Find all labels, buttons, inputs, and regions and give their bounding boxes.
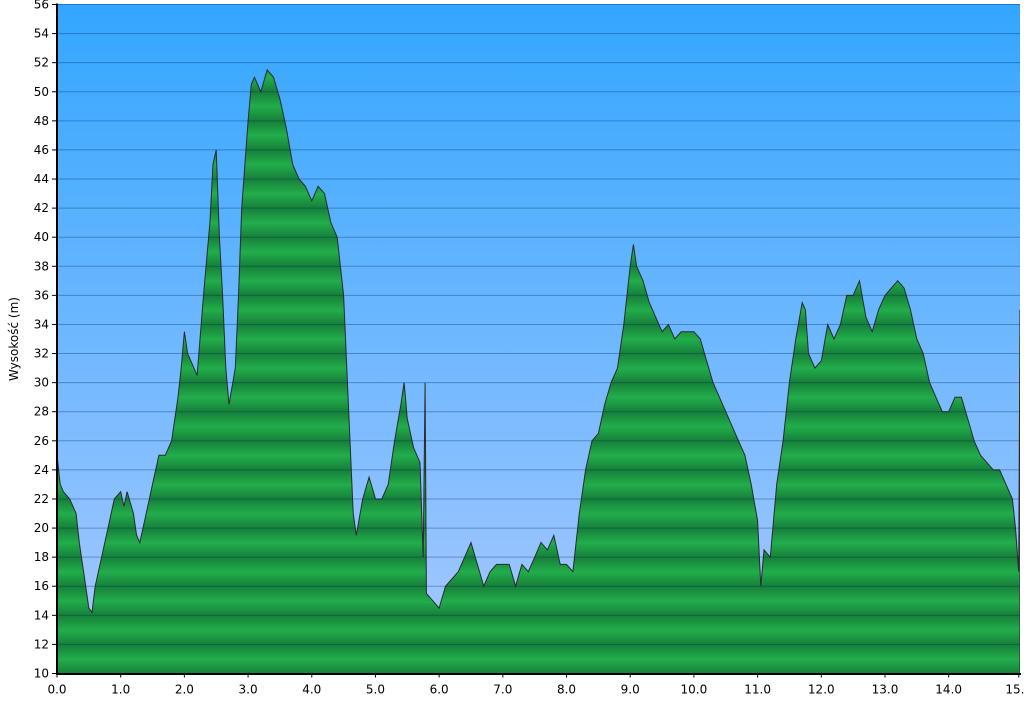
x-tick-label: 12.0	[808, 683, 835, 697]
x-tick-label: 0.0	[47, 683, 66, 697]
x-tick-label: 13.0	[872, 683, 899, 697]
x-tick-label: 8.0	[557, 683, 576, 697]
y-tick-label: 16	[34, 579, 49, 593]
y-tick-label: 22	[34, 492, 49, 506]
y-tick-label: 10	[34, 667, 49, 681]
y-tick-label: 46	[34, 143, 49, 157]
x-tick-label: 6.0	[430, 683, 449, 697]
axes	[56, 3, 1021, 675]
y-tick-label: 42	[34, 201, 49, 215]
x-tick-label: 1.0	[111, 683, 130, 697]
y-tick-label: 40	[34, 230, 49, 244]
x-tick-label: 2.0	[175, 683, 194, 697]
y-tick-label: 34	[34, 317, 49, 331]
y-tick-label: 32	[34, 347, 49, 361]
y-tick-label: 48	[34, 114, 49, 128]
y-tick-label: 18	[34, 550, 49, 564]
y-tick-label: 50	[34, 85, 49, 99]
x-tick-label: 14.0	[935, 683, 962, 697]
y-tick-label: 38	[34, 259, 49, 273]
x-axis-ticks: 0.0 1.0 2.0 3.0 4.0 5.0 6.0 7.0 8.0 9.0 10.0 11.0 12…	[47, 673, 1024, 697]
y-tick-label: 30	[34, 376, 49, 390]
x-tick-label: 3.0	[239, 683, 258, 697]
y-tick-label: 28	[34, 405, 49, 419]
y-tick-label: 54	[34, 27, 49, 41]
y-tick-label: 12	[34, 637, 49, 651]
y-tick-label: 52	[34, 56, 49, 70]
y-tick-label: 56	[34, 0, 49, 12]
y-tick-label: 44	[34, 172, 49, 186]
y-axis-ticks: 10 12 14 16 18 20 22 24 26 28 30 32 34 36 38 40 42 44 46 48…	[34, 0, 57, 681]
elevation-area	[57, 68, 1020, 674]
x-tick-label: 5.0	[366, 683, 385, 697]
y-tick-label: 14	[34, 608, 49, 622]
x-tick-label: 15.1	[1005, 683, 1024, 697]
x-tick-label: 11.0	[744, 683, 771, 697]
x-tick-label: 4.0	[302, 683, 321, 697]
y-tick-label: 36	[34, 288, 49, 302]
y-tick-label: 20	[34, 521, 49, 535]
y-tick-label: 24	[34, 463, 49, 477]
x-tick-label: 7.0	[493, 683, 512, 697]
x-tick-label: 10.0	[681, 683, 708, 697]
y-axis-label: Wysokość (m)	[7, 297, 21, 381]
x-tick-label: 9.0	[621, 683, 640, 697]
y-tick-label: 26	[34, 434, 49, 448]
